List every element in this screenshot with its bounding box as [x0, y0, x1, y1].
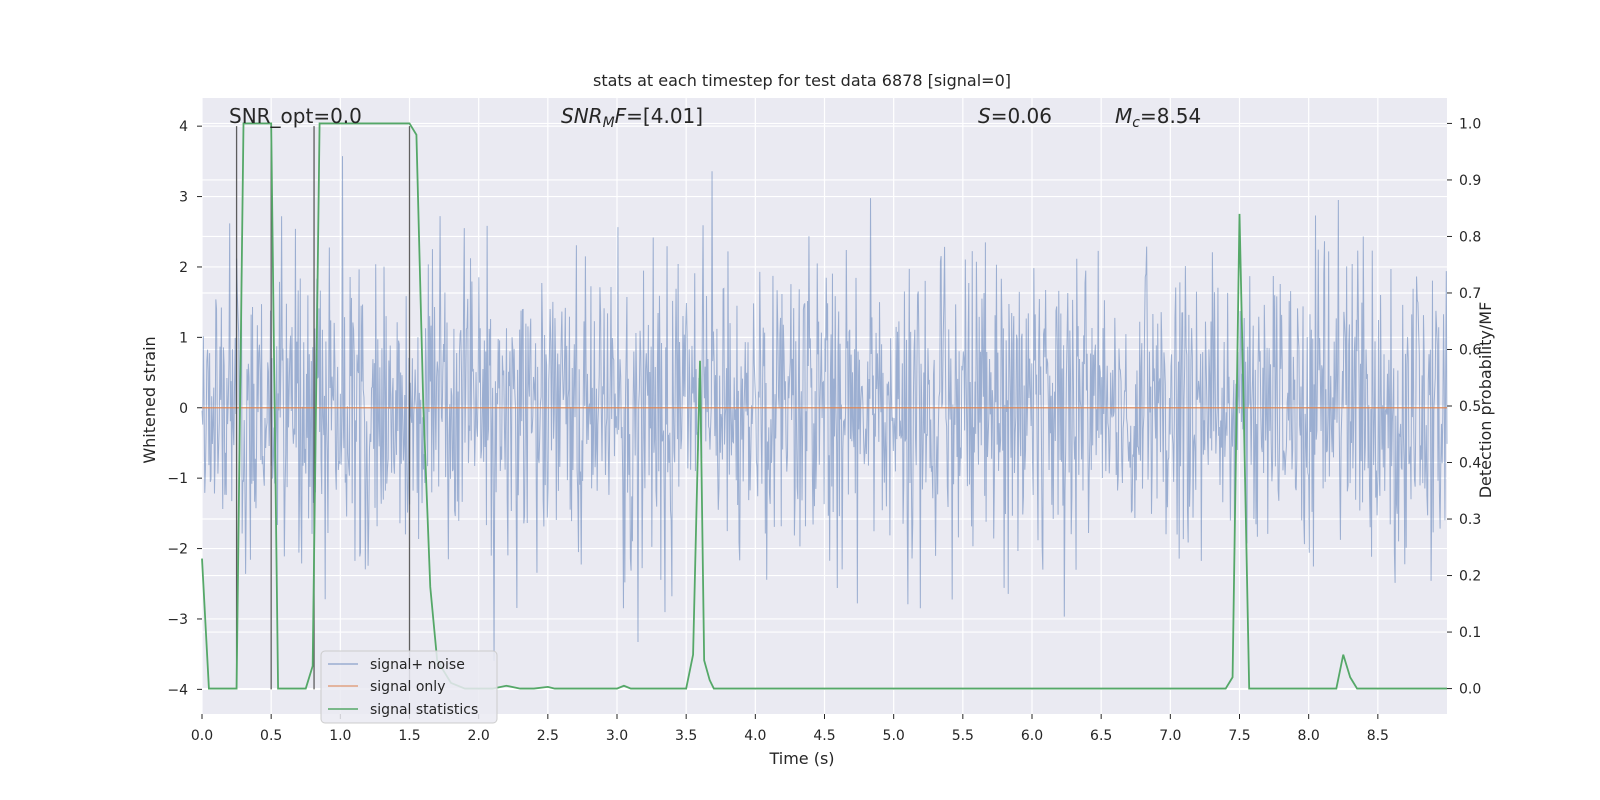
y-right-tick-label: 0.9	[1459, 173, 1481, 189]
x-tick-label: 4.0	[744, 728, 766, 744]
snr-mf-value: =[4.01]	[626, 104, 703, 128]
annotation-snr-mf: SNRMF=[4.01]	[561, 104, 703, 131]
x-tick-label: 5.5	[952, 728, 974, 744]
s-value: =0.06	[991, 104, 1052, 128]
mc-sub: c	[1132, 115, 1140, 131]
plot-area: 0.0 0.5 1.0 1.5 2.0 2.5 3.0 3.5 4.0 4.5 5.0 5.5 6.0 6…	[167, 98, 1481, 744]
y-tick-label: 1	[179, 330, 188, 346]
annotation-snr-opt: SNR_opt=0.0	[229, 104, 362, 128]
x-tick-label: 3.5	[675, 728, 697, 744]
y-right-tick-label: 0.2	[1459, 569, 1481, 585]
y-right-tick-label: 0.3	[1459, 512, 1481, 528]
legend: signal+ noise signal only signal statist…	[320, 650, 498, 724]
legend-label-noise: signal+ noise	[370, 657, 465, 673]
x-tick-label: 2.5	[537, 728, 559, 744]
y-tick-label: −3	[167, 612, 188, 628]
annotation-mc: Mc=8.54	[1115, 104, 1201, 131]
mc-value: =8.54	[1140, 104, 1201, 128]
mc-symbol: M	[1115, 104, 1132, 128]
y-tick-label: −1	[167, 471, 188, 487]
y-right-tick-label: 0.5	[1459, 399, 1481, 415]
legend-box	[320, 650, 498, 724]
series-signal-statistics-line	[201, 122, 1447, 690]
x-tick-label: 1.5	[398, 728, 420, 744]
x-tick-label: 3.0	[606, 728, 628, 744]
x-tick-label: 6.5	[1090, 728, 1112, 744]
x-tick-label: 8.5	[1367, 728, 1389, 744]
y-tick-label: 4	[179, 119, 188, 135]
x-tick-label: 4.5	[813, 728, 835, 744]
x-tick-label: 1.0	[329, 728, 351, 744]
y-right-tick-label: 0.0	[1459, 682, 1481, 698]
x-tick-label: 0.0	[191, 728, 213, 744]
x-tick-label: 2.0	[468, 728, 490, 744]
x-tick-label: 7.0	[1159, 728, 1181, 744]
x-tick-label: 8.0	[1298, 728, 1320, 744]
snr-mf-sub: M	[603, 115, 615, 131]
y-tick-label: 3	[179, 190, 188, 206]
x-axis-label: Time (s)	[768, 749, 834, 768]
y-axis-label: Whitened strain	[140, 336, 159, 463]
y-tick-label: −2	[167, 542, 188, 558]
y-right-tick-label: 0.4	[1459, 456, 1481, 472]
legend-label-statistics: signal statistics	[370, 702, 478, 718]
x-tick-label: 6.0	[1021, 728, 1043, 744]
y-right-tick-label: 1.0	[1459, 116, 1481, 132]
x-tick-label: 0.5	[260, 728, 282, 744]
snr-mf-symbol: SNR	[561, 104, 603, 128]
snr-mf-tail: F	[615, 104, 627, 128]
y-right-tick-label: 0.8	[1459, 229, 1481, 245]
y-tick-label: 2	[179, 260, 188, 276]
s-symbol: S	[978, 104, 991, 128]
y-tick-label: 0	[179, 401, 188, 417]
y-tick-label: −4	[167, 682, 188, 698]
y-right-tick-label: 0.1	[1459, 625, 1481, 641]
chart-title: stats at each timestep for test data 687…	[593, 71, 1011, 90]
x-tick-label: 7.5	[1228, 728, 1250, 744]
legend-label-signal: signal only	[370, 679, 445, 695]
y-right-tick-label: 0.6	[1459, 342, 1481, 358]
x-tick-label: 5.0	[883, 728, 905, 744]
y-right-tick-label: 0.7	[1459, 286, 1481, 302]
y-axis-right-label: Detection probability/MF	[1476, 302, 1495, 499]
annotation-s: S=0.06	[978, 104, 1052, 128]
